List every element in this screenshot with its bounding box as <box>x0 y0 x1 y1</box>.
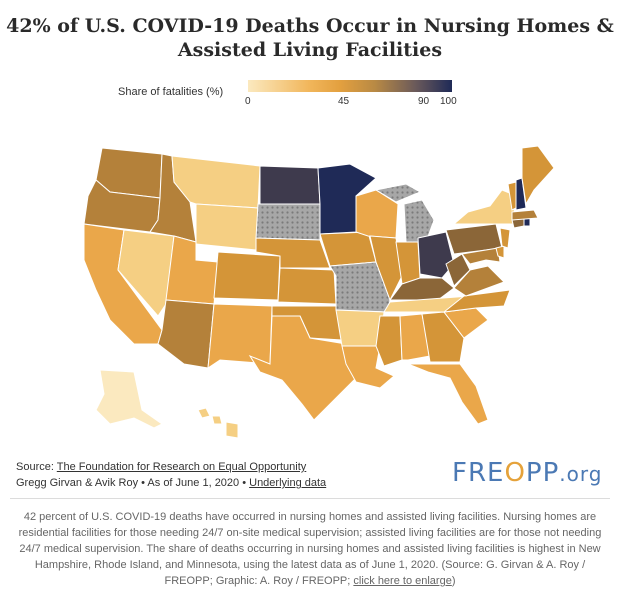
enlarge-link[interactable]: click here to enlarge <box>353 575 452 587</box>
caption-end: ) <box>451 575 456 587</box>
state-maine <box>521 145 555 206</box>
state-new-hampshire <box>515 177 527 211</box>
logo-text-pp: PP <box>525 458 560 488</box>
map-title-line-2: Assisted Living Facilities <box>177 39 443 61</box>
state-colorado <box>213 251 281 301</box>
state-illinois <box>369 235 403 302</box>
state-north-dakota <box>259 165 321 205</box>
state-ohio <box>417 231 455 279</box>
caption-text: 42 percent of U.S. COVID-19 deaths have … <box>18 511 602 587</box>
legend-color-ramp <box>248 80 452 92</box>
source-line: Source: The Foundation for Research on E… <box>16 461 306 473</box>
source-label: Source: <box>16 461 57 473</box>
legend-tick-90: 90 <box>418 96 430 107</box>
state-kansas <box>277 267 337 305</box>
state-iowa <box>319 231 377 267</box>
state-texas <box>248 315 357 421</box>
legend-title: Share of fatalities (%) <box>118 86 224 98</box>
state-arizona <box>157 299 215 369</box>
map-title: 42% of U.S. COVID-19 Deaths Occur in Nur… <box>0 14 620 62</box>
state-maryland <box>461 247 501 265</box>
state-michigan <box>403 199 435 243</box>
state-florida <box>407 363 489 425</box>
logo-text-fre: FRE <box>452 458 505 488</box>
logo-text-org: .org <box>559 462 603 486</box>
state-north-carolina <box>442 289 511 313</box>
logo-text-o: O <box>504 458 526 488</box>
state-massachusetts <box>511 209 539 221</box>
authors-line: Gregg Girvan & Avik Roy • As of June 1, … <box>16 477 326 489</box>
state-west-virginia <box>445 253 471 287</box>
state-alabama <box>399 313 431 361</box>
authors-text: Gregg Girvan & Avik Roy • As of June 1, … <box>16 477 250 489</box>
legend-tick-0: 0 <box>245 96 251 107</box>
us-states-map <box>83 145 555 439</box>
state-michigan-upper <box>374 183 422 203</box>
map-title-line-1: 42% of U.S. COVID-19 Deaths Occur in Nur… <box>6 15 614 37</box>
source-link[interactable]: The Foundation for Research on Equal Opp… <box>56 461 307 473</box>
state-hawaii <box>197 407 239 439</box>
state-utah <box>165 235 219 305</box>
state-new-mexico <box>207 303 273 369</box>
caption: 42 percent of U.S. COVID-19 deaths have … <box>14 509 606 589</box>
state-delaware <box>495 245 505 259</box>
state-wyoming <box>195 203 259 251</box>
state-mississippi <box>375 315 403 367</box>
state-alaska <box>95 369 163 429</box>
state-south-dakota <box>255 203 321 241</box>
state-new-york <box>452 189 517 225</box>
legend-tick-45: 45 <box>338 96 350 107</box>
state-new-jersey <box>499 227 511 249</box>
underlying-data-link[interactable]: Underlying data <box>249 477 327 489</box>
color-legend: Share of fatalities (%) 0 45 90 100 <box>118 80 478 112</box>
freopp-logo[interactable]: FREOPP.org <box>452 458 602 488</box>
divider <box>10 498 610 499</box>
legend-tick-100: 100 <box>440 96 457 107</box>
